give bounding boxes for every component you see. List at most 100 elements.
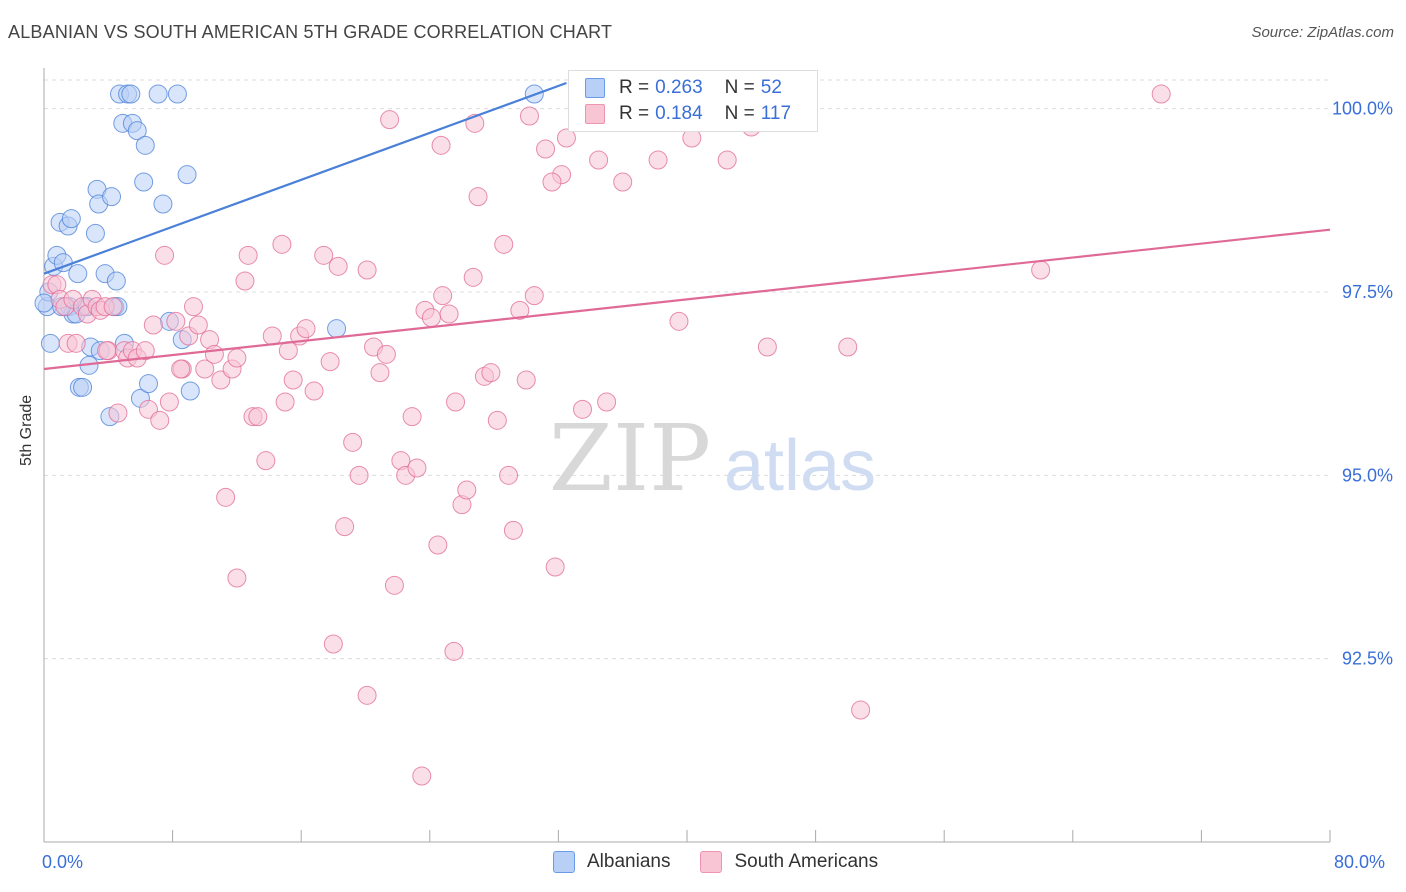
south-american-point (542, 172, 562, 192)
albanian-point (148, 84, 168, 104)
south-american-point (135, 341, 155, 361)
south-american-point (536, 139, 556, 159)
data-points (34, 84, 1171, 786)
legend-r-label: R = (619, 103, 650, 124)
south-american-point (183, 297, 203, 317)
south-american-point (516, 370, 536, 390)
south-american-point (376, 344, 396, 364)
legend-r-value: 0.263 (655, 77, 703, 98)
south-american-point (439, 304, 459, 324)
albanian-point (127, 121, 147, 141)
albanian-point (40, 333, 60, 353)
south-american-point (296, 319, 316, 339)
south-american-point (428, 535, 448, 555)
south-american-point (97, 341, 117, 361)
albanian-trend-line (43, 81, 567, 275)
y-tick-label: 100.0% (1332, 99, 1393, 119)
south-american-point (278, 341, 298, 361)
albanian-point (73, 377, 93, 397)
south-american-point (108, 403, 128, 423)
south-american-point (384, 575, 404, 595)
south-american-point (524, 286, 544, 306)
south-american-point (407, 458, 427, 478)
legend-r-label: R = (619, 77, 650, 98)
south-american-point (851, 700, 871, 720)
south-american-point (171, 359, 191, 379)
south-american-point (510, 300, 530, 320)
south-american-point (155, 245, 175, 265)
south-american-point (589, 150, 609, 170)
albanian-point (68, 264, 88, 284)
y-tick-label: 95.0% (1342, 465, 1393, 485)
south-american-point (314, 245, 334, 265)
legend-item-south-americans[interactable]: South Americans (700, 851, 878, 873)
albanian-point (85, 223, 105, 243)
y-tick-label: 97.5% (1342, 282, 1393, 302)
x-tick-label-min: 0.0% (42, 852, 84, 872)
south-american-point (446, 392, 466, 412)
south-american-point (66, 333, 86, 353)
series-legend: Albanians South Americans (553, 851, 908, 873)
south-american-point (573, 399, 593, 419)
albanian-point (121, 84, 141, 104)
south-american-point (204, 344, 224, 364)
south-american-point (166, 311, 186, 331)
y-tick-labels: 92.5% 95.0% 97.5% 100.0% (1332, 99, 1393, 669)
south-american-point (216, 487, 236, 507)
south-american-point (143, 315, 163, 335)
south-american-point (320, 352, 340, 372)
south-american-point (757, 337, 777, 357)
chart-title: ALBANIAN VS SOUTH AMERICAN 5TH GRADE COR… (8, 22, 613, 42)
legend-swatch-south-americans (700, 851, 723, 873)
south-american-point (717, 150, 737, 170)
south-american-point (463, 267, 483, 287)
legend-row-albanians: R = 0.263 N = 52 (585, 76, 782, 100)
legend-n-value: 117 (760, 103, 792, 124)
south-american-point (357, 685, 377, 705)
albanian-point (153, 194, 173, 214)
watermark-atlas: atlas (724, 426, 876, 506)
south-american-point (481, 363, 501, 383)
legend-item-albanians[interactable]: Albanians (553, 851, 670, 873)
legend-n-value: 52 (760, 77, 782, 98)
south-american-point (380, 110, 400, 130)
legend-r-value: 0.184 (655, 103, 703, 124)
stats-legend: R = 0.263 N = 52 R = 0.184 N = 117 (568, 70, 818, 132)
south-american-point (370, 363, 390, 383)
south-american-point (238, 245, 258, 265)
south-american-point (103, 297, 123, 317)
watermark: ZIP atlas (549, 405, 876, 512)
south-american-point (487, 410, 507, 430)
south-american-point (613, 172, 633, 192)
south-american-point (494, 234, 514, 254)
legend-n-label: N = (724, 103, 755, 124)
south-american-point (357, 260, 377, 280)
albanian-point (177, 165, 197, 185)
south-american-point (421, 308, 441, 328)
legend-swatch-south-americans (585, 104, 605, 124)
south-american-point (262, 326, 282, 346)
legend-n-label: N = (724, 77, 755, 98)
y-tick-label: 92.5% (1342, 649, 1393, 669)
south-american-point (838, 337, 858, 357)
south-american-point (248, 407, 268, 427)
south-american-point (227, 568, 247, 588)
south-american-point (503, 520, 523, 540)
trend-lines (43, 81, 1331, 371)
south-american-point (669, 311, 689, 331)
south-american-trend-line (43, 228, 1331, 371)
legend-label-south-americans: South Americans (734, 851, 879, 872)
south-american-point (235, 271, 255, 291)
legend-swatch-albanians (553, 851, 575, 873)
south-american-point (545, 557, 565, 577)
south-american-point (597, 392, 617, 412)
south-american-point (275, 392, 295, 412)
south-american-point (499, 465, 519, 485)
south-american-point (519, 106, 539, 126)
south-american-point (1151, 84, 1171, 104)
south-american-point (323, 634, 343, 654)
albanian-point (180, 381, 200, 401)
axes (43, 68, 1331, 843)
south-american-point (468, 187, 488, 207)
